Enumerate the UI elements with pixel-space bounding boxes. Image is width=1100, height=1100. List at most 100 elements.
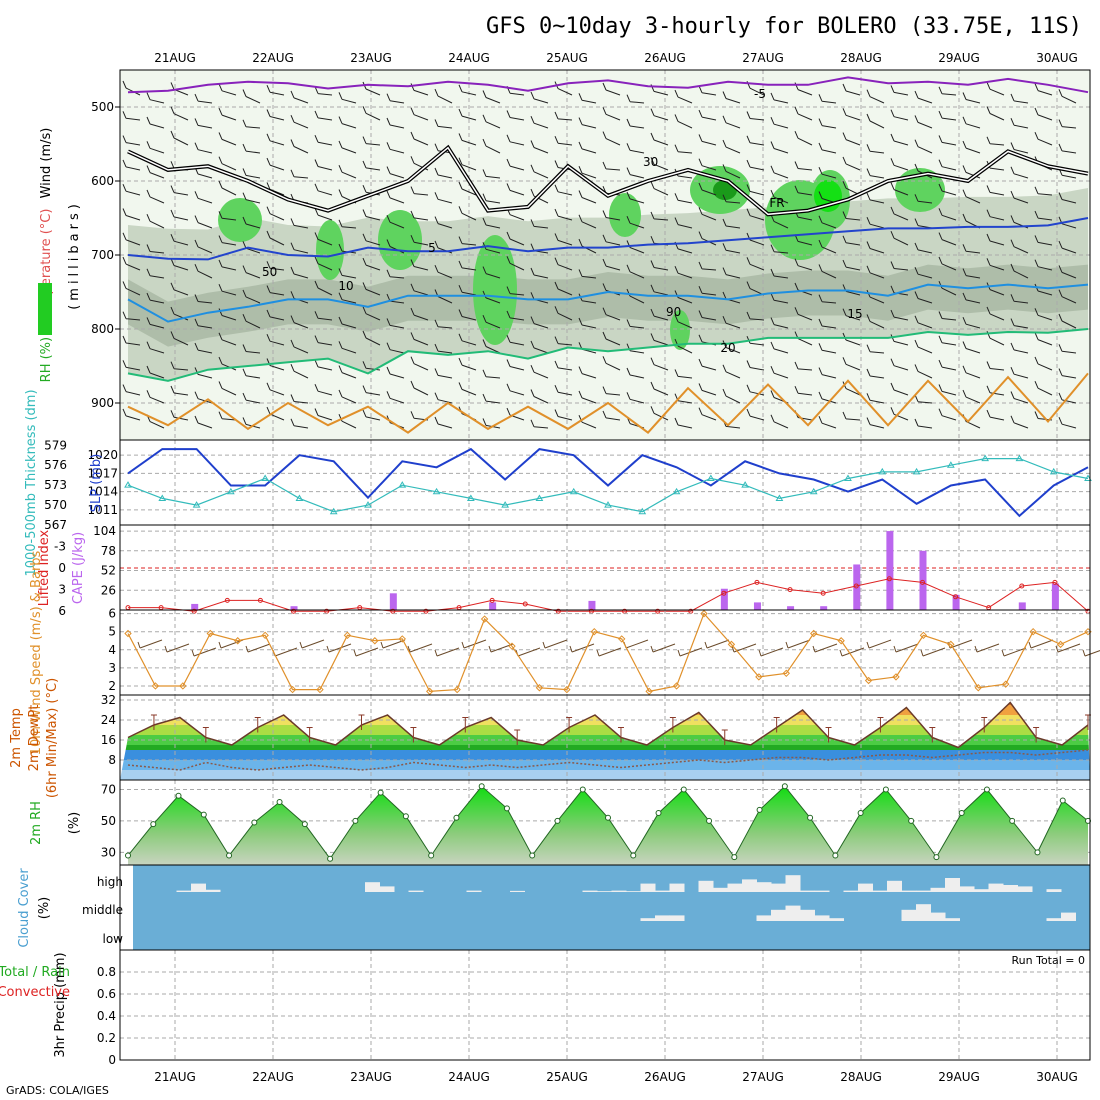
wind-barb xyxy=(770,341,789,354)
temperature-band xyxy=(120,705,1090,715)
wind-barb xyxy=(146,189,165,204)
isotherm-lines: -5 5 10 15 20 FR 30 50 90 xyxy=(127,76,1089,434)
wind-barb xyxy=(746,184,765,196)
wind-barb xyxy=(242,119,261,129)
wind-barb xyxy=(578,93,597,104)
wind-barb xyxy=(1010,415,1029,429)
wind-barb xyxy=(842,211,861,221)
cloud-bar-high xyxy=(756,882,772,892)
wind-barb xyxy=(146,116,165,129)
wind-barb xyxy=(290,364,309,379)
rh-contour-label: 30 xyxy=(643,155,658,169)
wind-barb xyxy=(890,358,909,371)
thickness-tick: 570 xyxy=(44,498,67,512)
cloud-level-label: high xyxy=(97,875,123,889)
rh-point xyxy=(655,810,662,817)
wind10m-barbs xyxy=(137,639,1100,657)
wind-barb xyxy=(506,158,525,171)
cape-tick: 26 xyxy=(101,583,116,597)
wind-barb xyxy=(482,290,501,304)
wind10m-barb xyxy=(191,647,217,657)
wind-barb xyxy=(146,214,165,229)
cloud-bar-high xyxy=(785,875,801,892)
wind-barb xyxy=(722,388,741,404)
wind-barb xyxy=(314,110,333,121)
wind-barb xyxy=(482,217,501,229)
wind-barb xyxy=(866,113,885,129)
wind-barb xyxy=(722,194,741,204)
precip-tick: 0.8 xyxy=(97,965,116,979)
wind-barb xyxy=(890,231,909,246)
cloud-bar-high xyxy=(510,890,525,892)
wind-barb xyxy=(986,409,1005,421)
wind-barb xyxy=(410,235,429,246)
wind10m-point xyxy=(700,609,708,618)
wind-barb xyxy=(842,308,861,321)
wind-barb xyxy=(1034,259,1053,271)
cloud-bar-high xyxy=(640,883,656,892)
wind-barb xyxy=(434,88,453,104)
wind10m-frame xyxy=(119,609,1091,696)
lifted-index-point xyxy=(953,594,959,600)
wind-barb xyxy=(434,319,453,329)
wind10m-point xyxy=(316,685,324,694)
wind-barb xyxy=(890,133,909,146)
wind-barb xyxy=(674,217,693,229)
wind-barb xyxy=(770,189,789,204)
cloud-bar-high xyxy=(626,891,641,892)
wind-barb xyxy=(242,392,261,404)
wind-barb xyxy=(362,385,381,396)
cloud-bar-high xyxy=(916,890,931,892)
wind-barb xyxy=(818,118,837,129)
isotherm-label: FR xyxy=(769,196,784,210)
top-date-label: 30AUG xyxy=(1036,51,1078,65)
wind-barb xyxy=(506,231,525,246)
wind-barb xyxy=(338,316,357,329)
wind-barb xyxy=(554,233,573,246)
wind-barb xyxy=(794,258,813,271)
wind10m-barb xyxy=(893,643,919,653)
wind-barb xyxy=(122,281,141,296)
pressure-tick: 900 xyxy=(91,396,114,410)
wind10m-barb xyxy=(623,639,649,649)
wind10m-barb xyxy=(245,643,271,653)
wind-barb xyxy=(794,386,813,396)
rh-point xyxy=(731,854,738,861)
thickness-point xyxy=(329,507,338,515)
wind-barb xyxy=(170,185,189,196)
wind-barb xyxy=(674,114,693,129)
wind10m-point xyxy=(810,629,818,638)
wind-barb xyxy=(962,389,981,404)
wind-barb xyxy=(1010,142,1029,154)
wind-barb xyxy=(122,256,141,271)
wind10m-barb xyxy=(1055,643,1081,653)
wind-barb xyxy=(362,257,381,271)
wind10m-barb xyxy=(542,639,568,649)
wind10m-point xyxy=(206,629,214,638)
wind-barb xyxy=(314,408,333,421)
wind-barb xyxy=(242,241,261,254)
wind-barb xyxy=(890,261,909,271)
wind-barb xyxy=(170,361,189,371)
wind-barb xyxy=(578,390,597,404)
wind-barb xyxy=(674,193,693,204)
wind-barb xyxy=(314,135,333,146)
rh-point xyxy=(529,852,536,859)
thickness-point xyxy=(569,487,578,495)
thickness-point xyxy=(844,474,852,482)
wind-barb xyxy=(1010,263,1029,279)
wind-barb xyxy=(770,366,789,379)
wind-barb xyxy=(1058,240,1077,254)
wind-barb xyxy=(386,166,405,179)
cloud-bar-high xyxy=(843,890,859,892)
rh-tick: 70 xyxy=(101,782,116,796)
rh-point xyxy=(908,817,915,824)
wind10m-point xyxy=(288,685,297,694)
wind10m-point xyxy=(1056,640,1065,649)
wind-barb xyxy=(1010,318,1029,329)
wind10m-point xyxy=(947,640,955,649)
thickness-tick: 567 xyxy=(44,518,67,532)
wind-barb xyxy=(410,186,429,196)
wind-barb xyxy=(674,369,693,379)
wind-barb xyxy=(146,390,165,404)
